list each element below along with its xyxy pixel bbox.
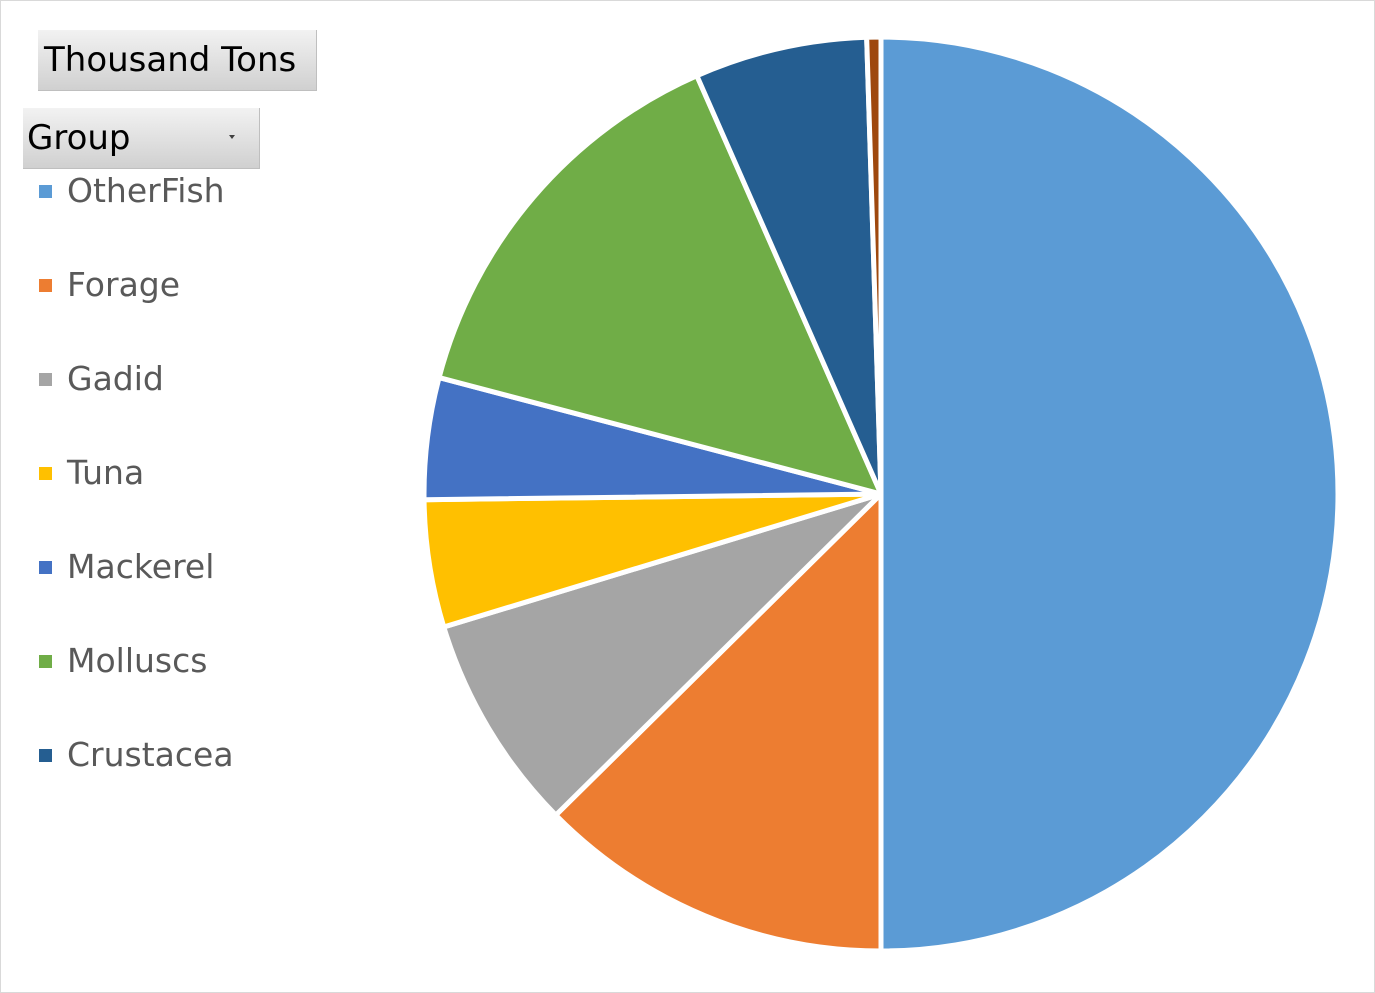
value-field-button[interactable]: Thousand Tons <box>38 30 317 91</box>
legend-swatch <box>39 185 52 198</box>
legend-label: Mackerel <box>67 547 215 586</box>
legend-label: Crustacea <box>67 735 234 774</box>
value-field-label: Thousand Tons <box>44 40 297 80</box>
legend-swatch <box>39 467 52 480</box>
pie-slice-gadid[interactable] <box>441 491 884 818</box>
axis-field-button[interactable]: Group <box>23 108 260 169</box>
legend-swatch <box>39 373 52 386</box>
legend-label: Molluscs <box>67 641 208 680</box>
legend-label: Gadid <box>67 359 164 398</box>
legend-swatch <box>39 655 52 668</box>
legend-label: Forage <box>67 265 181 304</box>
dropdown-arrow-icon[interactable] <box>229 135 235 139</box>
legend-swatch <box>39 561 52 574</box>
pie-slice-forage[interactable] <box>553 491 884 954</box>
legend-swatch <box>39 279 52 292</box>
pie-slice-crustacea[interactable] <box>694 34 884 497</box>
legend-swatch <box>39 749 52 762</box>
pie-slice-other[interactable] <box>864 34 884 497</box>
pie-slice-otherfish[interactable] <box>878 34 1341 954</box>
legend-label: OtherFish <box>67 171 225 210</box>
legend-label: Tuna <box>67 453 145 492</box>
axis-field-label: Group <box>27 118 131 158</box>
pie-slice-molluscs[interactable] <box>436 73 884 497</box>
